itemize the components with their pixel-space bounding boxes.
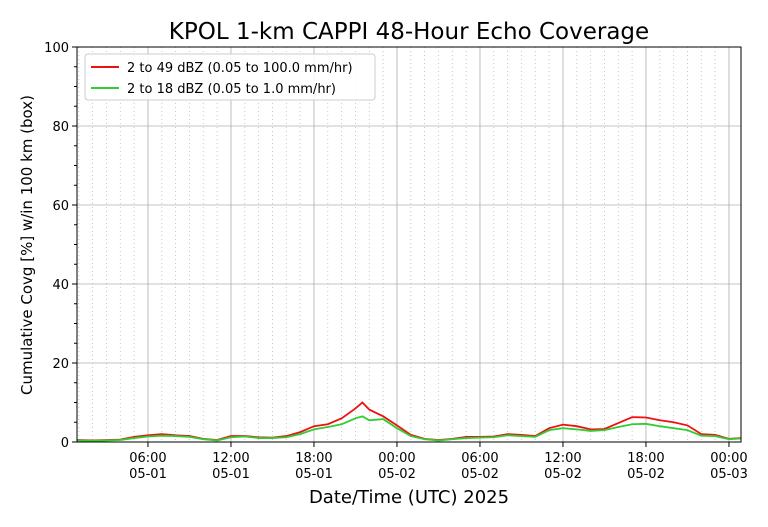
chart-title: KPOL 1-km CAPPI 48-Hour Echo Coverage xyxy=(169,19,649,45)
y-tick-label: 100 xyxy=(44,41,69,56)
x-tick-label: 18:00 05-02 xyxy=(627,451,665,482)
x-axis-label: Date/Time (UTC) 2025 xyxy=(309,487,509,508)
x-tick-label: 18:00 05-01 xyxy=(295,451,333,482)
y-tick-label: 40 xyxy=(52,278,69,293)
x-tick-label: 06:00 05-01 xyxy=(129,451,167,482)
y-tick-label: 20 xyxy=(52,357,69,372)
y-tick-label: 80 xyxy=(52,120,69,135)
y-tick-label: 0 xyxy=(61,436,69,451)
x-tick-label: 12:00 05-01 xyxy=(212,451,250,482)
x-tick-label: 00:00 05-02 xyxy=(378,451,416,482)
y-tick-label: 60 xyxy=(52,199,69,214)
legend-label: 2 to 18 dBZ (0.05 to 1.0 mm/hr) xyxy=(127,82,336,97)
legend-label: 2 to 49 dBZ (0.05 to 100.0 mm/hr) xyxy=(127,61,353,76)
x-tick-label: 12:00 05-02 xyxy=(544,451,582,482)
x-tick-label: 06:00 05-02 xyxy=(461,451,499,482)
data-line xyxy=(77,415,742,442)
y-axis-label: Cumulative Covg [%] w/in 100 km (box) xyxy=(18,95,36,395)
x-tick-label: 00:00 05-03 xyxy=(710,451,748,482)
plot-frame xyxy=(76,46,742,443)
legend-box xyxy=(84,53,376,101)
